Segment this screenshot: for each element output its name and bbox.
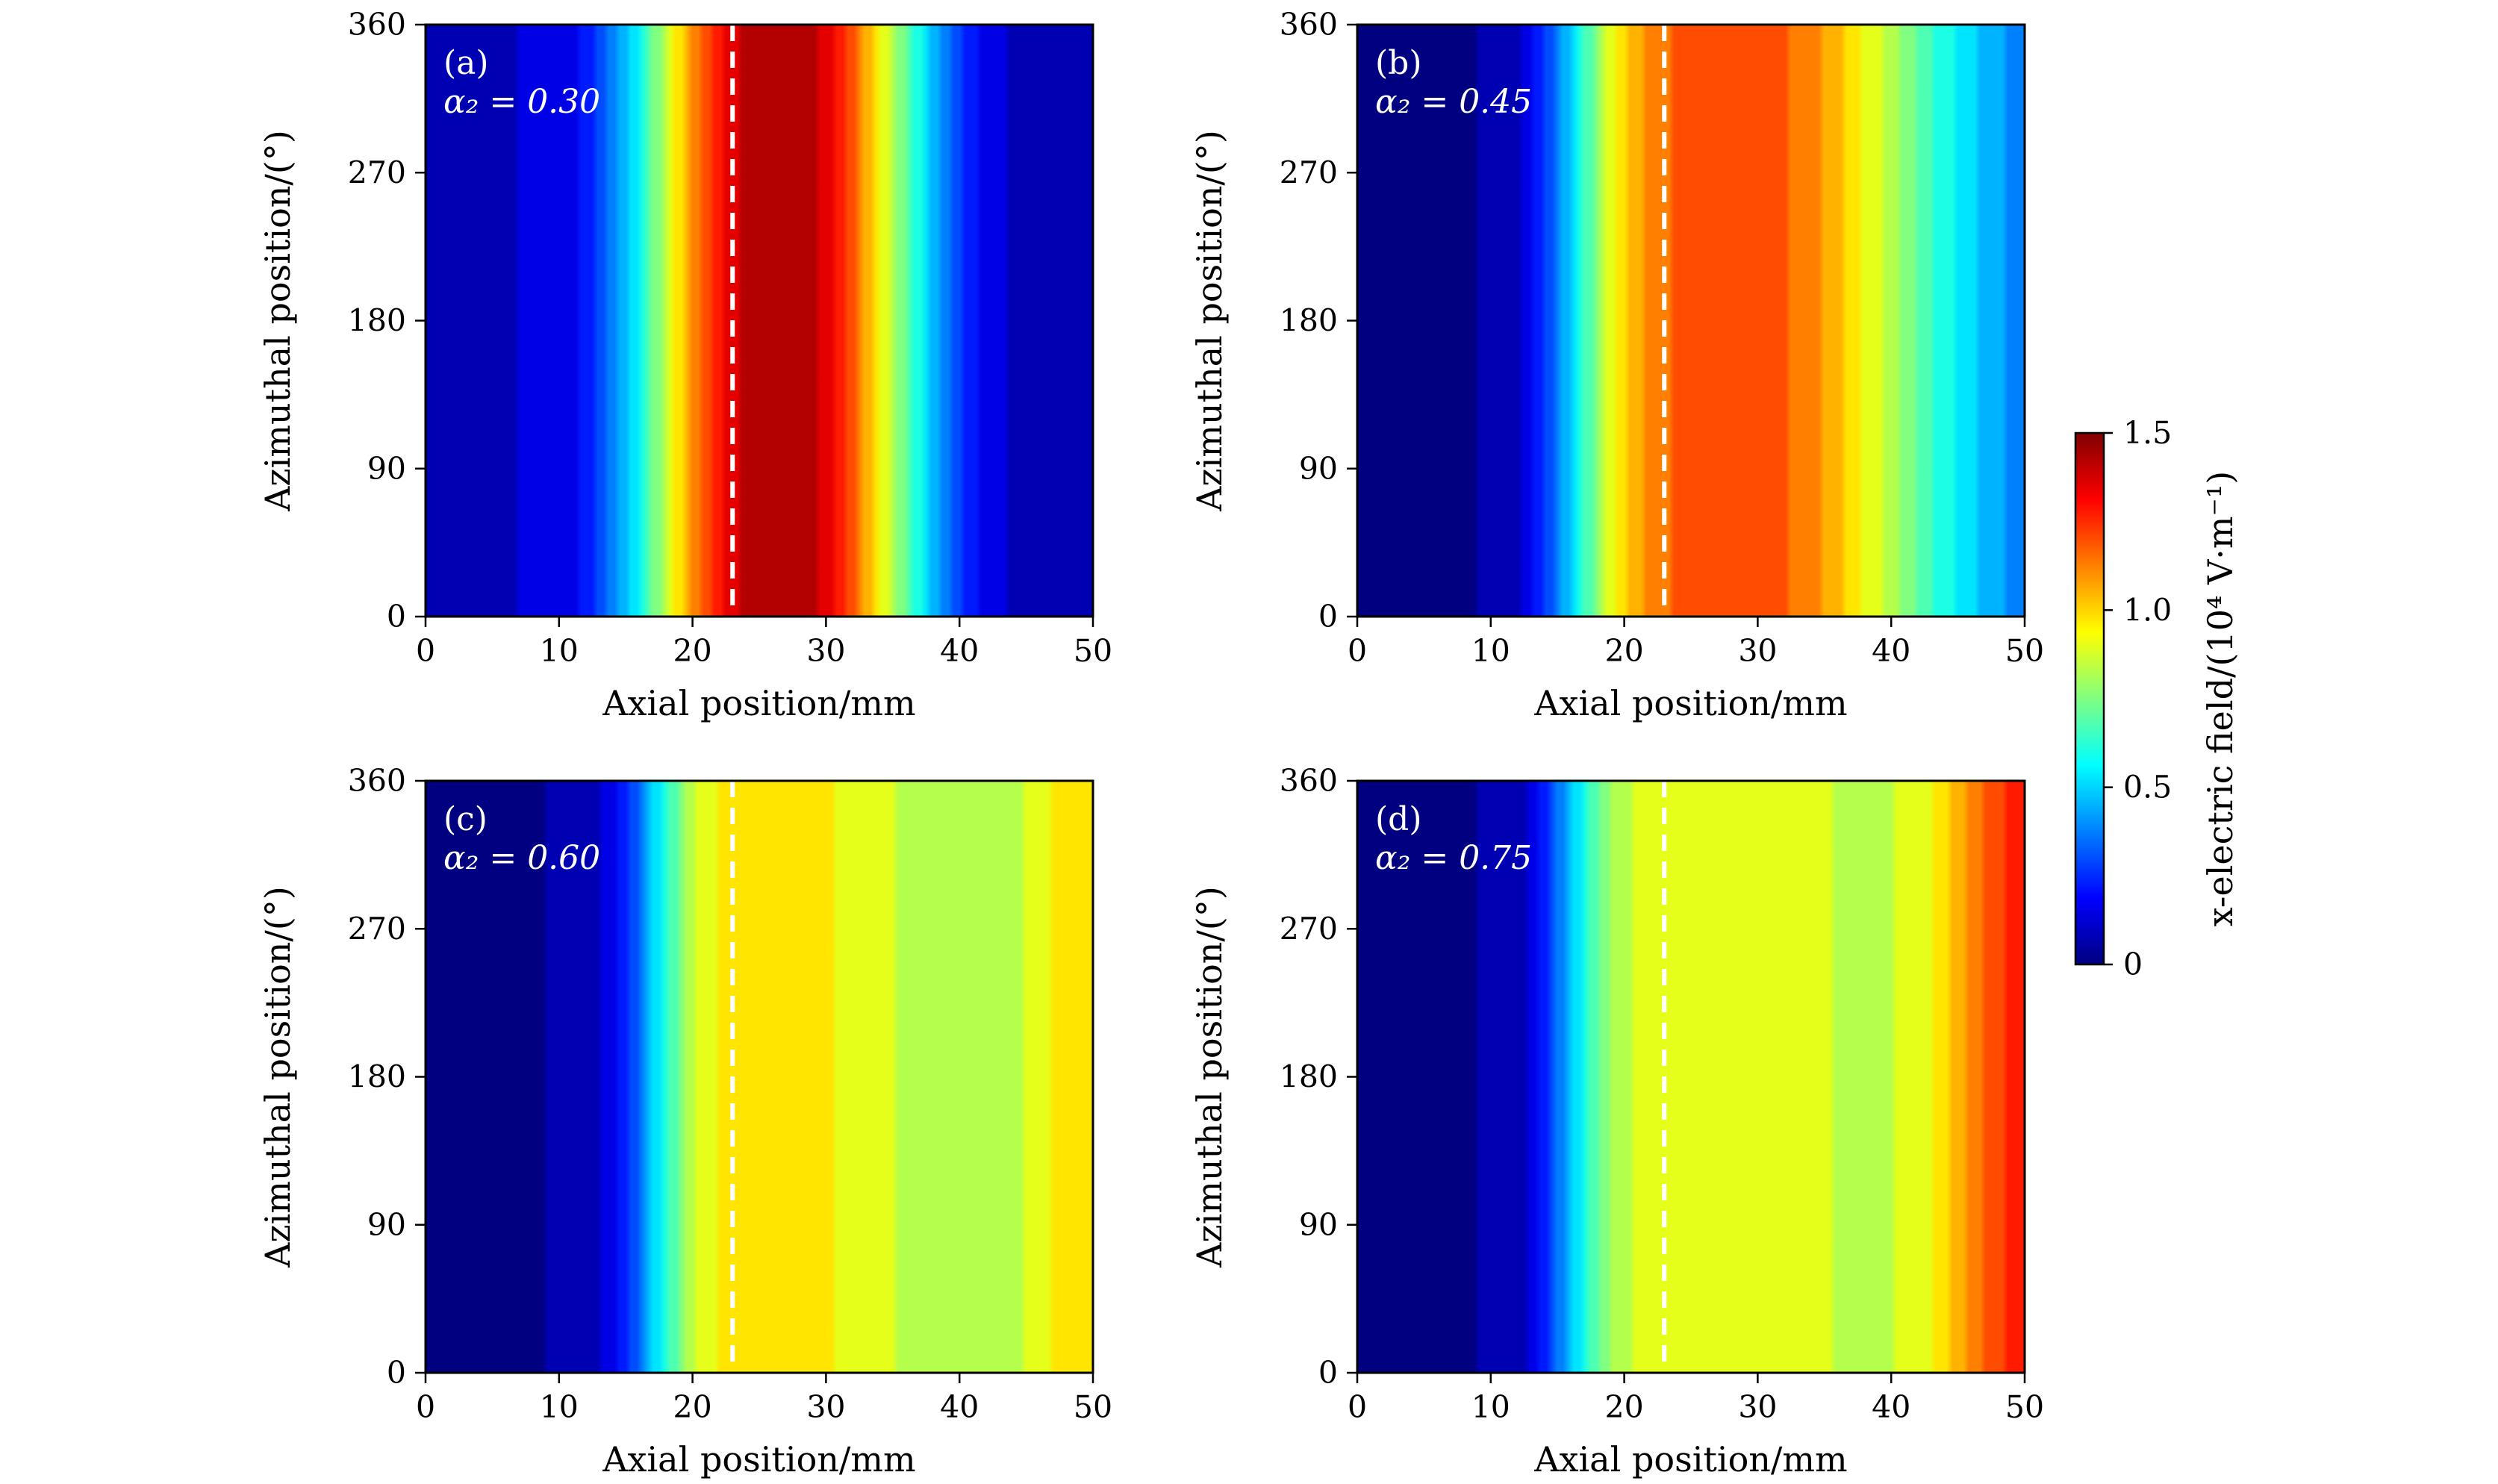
alpha-label: α₂ = 0.30 — [443, 83, 600, 121]
panel-tag: (b) — [1375, 44, 1422, 82]
y-axis-label: Azimuthal position/(°) — [1189, 886, 1230, 1268]
x-axis-label: Axial position/mm — [602, 683, 915, 723]
y-tick-label: 90 — [367, 1207, 406, 1243]
panel-tag: (c) — [443, 800, 488, 838]
x-tick-label: 20 — [1605, 633, 1644, 669]
x-tick-label: 0 — [416, 633, 435, 669]
y-tick-label: 270 — [1280, 911, 1338, 947]
panel-tag: (a) — [443, 44, 489, 82]
colorbar-tick-label: 0.5 — [2123, 770, 2172, 805]
x-tick-label: 0 — [1348, 633, 1367, 669]
x-axis-label: Axial position/mm — [1533, 1439, 1847, 1480]
y-tick-label: 180 — [348, 303, 406, 339]
x-tick-label: 50 — [1074, 1389, 1112, 1425]
y-tick-label: 270 — [348, 911, 406, 947]
y-axis-label: Azimuthal position/(°) — [258, 886, 298, 1268]
colorbar-tick-label: 1.5 — [2123, 415, 2172, 451]
x-tick-label: 10 — [1471, 1389, 1510, 1425]
y-tick-label: 360 — [348, 7, 406, 43]
y-tick-label: 90 — [367, 451, 406, 487]
y-tick-label: 90 — [1299, 451, 1338, 487]
y-tick-label: 360 — [1280, 763, 1338, 799]
alpha-label: α₂ = 0.75 — [1375, 839, 1532, 877]
y-tick-label: 270 — [348, 155, 406, 190]
heatmap-field — [1357, 25, 2025, 617]
x-axis-label: Axial position/mm — [602, 1439, 915, 1480]
y-tick-label: 180 — [348, 1059, 406, 1095]
x-tick-label: 40 — [1872, 633, 1910, 669]
colorbar: 0 0.5 1.0 1.5 x-electric field/(10⁴ V·m⁻¹) — [2074, 415, 2240, 982]
panel-a: 0 10 20 30 40 50 0 90 180 270 360 Axial position/mm… — [258, 7, 1112, 723]
colorbar-tick-label: 1.0 — [2123, 592, 2172, 628]
x-tick-label: 0 — [1348, 1389, 1367, 1425]
y-tick-label: 0 — [387, 1355, 406, 1391]
x-tick-label: 30 — [806, 633, 845, 669]
heatmap-field — [426, 781, 1093, 1373]
x-tick-label: 20 — [673, 1389, 712, 1425]
x-tick-label: 20 — [1605, 1389, 1644, 1425]
y-axis-label: Azimuthal position/(°) — [1189, 130, 1230, 512]
x-tick-label: 10 — [540, 1389, 579, 1425]
x-tick-label: 50 — [2005, 633, 2044, 669]
colorbar-label: x-electric field/(10⁴ V·m⁻¹) — [2200, 471, 2240, 926]
x-tick-label: 40 — [1872, 1389, 1910, 1425]
y-tick-label: 90 — [1299, 1207, 1338, 1243]
y-tick-label: 0 — [1318, 599, 1338, 635]
colorbar-gradient — [2074, 431, 2105, 966]
y-tick-label: 0 — [387, 599, 406, 635]
alpha-label: α₂ = 0.45 — [1375, 83, 1532, 121]
y-axis-label: Azimuthal position/(°) — [258, 130, 298, 512]
y-tick-label: 360 — [1280, 7, 1338, 43]
y-tick-label: 360 — [348, 763, 406, 799]
panel-c: 0 10 20 30 40 50 0 90 180 270 360 Axial position/mm… — [258, 763, 1112, 1480]
x-tick-label: 30 — [1738, 633, 1777, 669]
colorbar-tick-label: 0 — [2123, 947, 2143, 982]
x-tick-label: 10 — [1471, 633, 1510, 669]
x-tick-label: 50 — [2005, 1389, 2044, 1425]
x-tick-label: 40 — [940, 633, 979, 669]
x-tick-label: 30 — [1738, 1389, 1777, 1425]
heatmap-field — [1357, 781, 2025, 1373]
y-tick-label: 180 — [1280, 1059, 1338, 1095]
y-tick-label: 270 — [1280, 155, 1338, 190]
y-tick-label: 180 — [1280, 303, 1338, 339]
panel-tag: (d) — [1375, 800, 1422, 838]
x-tick-label: 20 — [673, 633, 712, 669]
panel-b: 0 10 20 30 40 50 0 90 180 270 360 Axial position/mm… — [1189, 7, 2044, 723]
x-tick-label: 0 — [416, 1389, 435, 1425]
colorbar-ticks: 0 0.5 1.0 1.5 — [2104, 415, 2172, 982]
heatmap-field — [426, 25, 1093, 617]
x-tick-label: 50 — [1074, 633, 1112, 669]
y-tick-label: 0 — [1318, 1355, 1338, 1391]
panel-d: 0 10 20 30 40 50 0 90 180 270 360 Axial position/mm… — [1189, 763, 2044, 1480]
alpha-label: α₂ = 0.60 — [443, 839, 600, 877]
x-tick-label: 40 — [940, 1389, 979, 1425]
x-tick-label: 10 — [540, 633, 579, 669]
x-tick-label: 30 — [806, 1389, 845, 1425]
x-axis-label: Axial position/mm — [1533, 683, 1847, 723]
